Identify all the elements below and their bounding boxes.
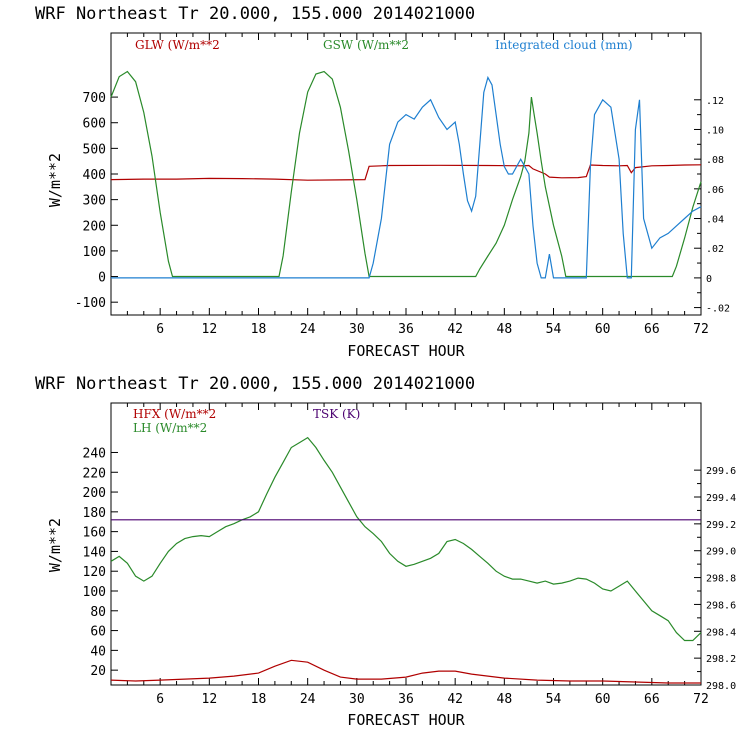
y-tick-label: 700 xyxy=(83,91,106,106)
x-tick-label: 12 xyxy=(202,692,218,707)
x-tick-label: 24 xyxy=(300,692,316,707)
y2-tick-label: .06 xyxy=(706,185,724,196)
x-tick-label: 24 xyxy=(300,322,316,337)
x-tick-label: 66 xyxy=(644,692,660,707)
y2-tick-label: 298.8 xyxy=(706,574,736,585)
legend-lh: LH (W/m**2 xyxy=(133,421,207,435)
y2-tick-label: 299.0 xyxy=(706,547,736,558)
legend-integrated-cloud: Integrated cloud (mm) xyxy=(495,38,633,52)
y2-tick-label: .12 xyxy=(706,96,724,107)
series-line-integrated-cloud-mm xyxy=(111,75,702,279)
y-tick-label: 300 xyxy=(83,194,106,209)
plot-frame-top xyxy=(110,32,702,316)
y-tick-label: 160 xyxy=(83,526,106,541)
y-tick-label: 100 xyxy=(83,245,106,260)
y-tick-label: 20 xyxy=(90,664,106,679)
legend-gsw: GSW (W/m**2 xyxy=(323,38,409,52)
axis-ticks-bottom: 6 12 18 24 30 36 42 48 54 60 66 72 20 40 60 80 100 120 140… xyxy=(83,403,736,707)
y-tick-label: 200 xyxy=(83,219,106,234)
series-line-hfx-w-m-2 xyxy=(110,659,701,684)
y2-tick-label: 298.4 xyxy=(706,627,736,638)
x-tick-label: 12 xyxy=(202,322,218,337)
y-tick-label: 400 xyxy=(83,168,106,183)
y2-tick-label: .02 xyxy=(706,244,724,255)
x-tick-label: 6 xyxy=(156,322,164,337)
y2-tick-label: 298.2 xyxy=(706,654,736,665)
y2-tick-label: .08 xyxy=(706,155,724,166)
y2-tick-label: 299.2 xyxy=(706,520,736,531)
y-tick-label: 0 xyxy=(98,271,106,286)
x-tick-label: 18 xyxy=(251,692,267,707)
x-tick-label: 72 xyxy=(693,322,709,337)
y-tick-label: 60 xyxy=(90,625,106,640)
y-tick-label: 500 xyxy=(83,142,106,157)
x-tick-label: 18 xyxy=(251,322,267,337)
x-tick-label: 66 xyxy=(644,322,660,337)
y-tick-label: 600 xyxy=(83,117,106,132)
x-tick-label: 30 xyxy=(349,322,365,337)
x-tick-label: 54 xyxy=(546,322,562,337)
x-tick-label: 60 xyxy=(595,692,611,707)
plot-frame-bottom xyxy=(110,402,702,686)
x-tick-label: 30 xyxy=(349,692,365,707)
x-tick-label: 42 xyxy=(447,322,463,337)
y2-tick-label: 298.6 xyxy=(706,600,736,611)
x-axis-title-bottom: FORECAST HOUR xyxy=(347,711,465,729)
x-tick-label: 60 xyxy=(595,322,611,337)
y-axis-title-top: W/m**2 xyxy=(46,153,64,207)
x-tick-label: 36 xyxy=(398,692,414,707)
y-tick-label: 220 xyxy=(83,466,106,481)
series-group-bottom xyxy=(110,436,702,684)
legend-tsk: TSK (K) xyxy=(313,407,360,421)
chart-title-top: WRF Northeast Tr 20.000, 155.000 2014021… xyxy=(35,4,475,24)
y2-tick-label: 0 xyxy=(706,274,712,285)
series-line-lh-w-m-2 xyxy=(110,436,702,642)
x-tick-label: 36 xyxy=(398,322,414,337)
y-tick-label: 200 xyxy=(83,486,106,501)
legend-glw: GLW (W/m**2 xyxy=(135,38,220,52)
y-tick-label: 100 xyxy=(83,585,106,600)
x-tick-label: 48 xyxy=(497,322,513,337)
y2-tick-label: .10 xyxy=(706,125,724,136)
y-tick-label: 40 xyxy=(90,644,106,659)
y-tick-label: 120 xyxy=(83,565,106,580)
y-tick-label: 180 xyxy=(83,506,106,521)
x-tick-label: 54 xyxy=(546,692,562,707)
y-tick-label: 140 xyxy=(83,545,106,560)
y2-tick-label: 298.0 xyxy=(706,681,736,692)
chart-top: WRF Northeast Tr 20.000, 155.000 2014021… xyxy=(35,4,730,360)
legend-hfx: HFX (W/m**2 xyxy=(133,407,216,421)
axis-ticks-top: 6 12 18 24 30 36 42 48 54 60 66 72 -100 0 100 200 300 400… xyxy=(75,33,730,337)
x-tick-label: 42 xyxy=(447,692,463,707)
x-tick-label: 72 xyxy=(693,692,709,707)
series-group-top xyxy=(110,70,702,279)
y-tick-label: 80 xyxy=(90,605,106,620)
y2-tick-label: -.02 xyxy=(706,304,730,315)
chart-title-bottom: WRF Northeast Tr 20.000, 155.000 2014021… xyxy=(35,374,475,394)
x-axis-title-top: FORECAST HOUR xyxy=(347,342,465,360)
chart-bottom: WRF Northeast Tr 20.000, 155.000 2014021… xyxy=(35,374,736,729)
y-axis-title-bottom: W/m**2 xyxy=(46,518,64,572)
y-tick-label: -100 xyxy=(75,296,106,311)
series-line-gsw-w-m-2 xyxy=(110,70,702,278)
x-tick-label: 48 xyxy=(497,692,513,707)
y-tick-label: 240 xyxy=(83,446,106,461)
y2-tick-label: .04 xyxy=(706,215,724,226)
x-tick-label: 6 xyxy=(156,692,164,707)
y2-tick-label: 299.4 xyxy=(706,493,736,504)
y2-tick-label: 299.6 xyxy=(706,466,736,477)
series-line-glw-w-m-2 xyxy=(110,164,702,181)
